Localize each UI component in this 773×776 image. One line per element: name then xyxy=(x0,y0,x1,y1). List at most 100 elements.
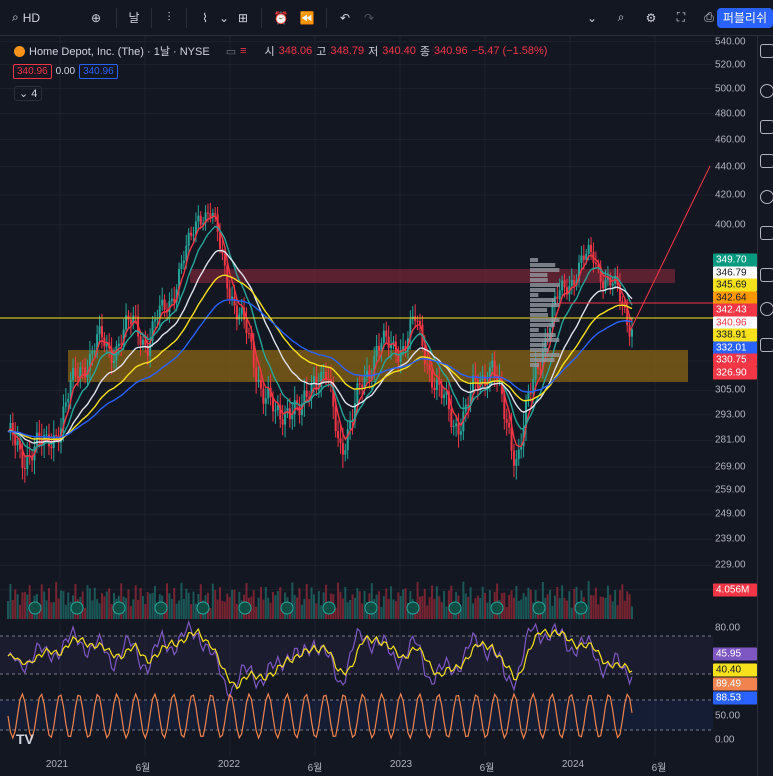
volume-bar xyxy=(67,592,70,619)
object-tree-icon[interactable] xyxy=(760,120,773,134)
interval-button[interactable]: 날 xyxy=(123,4,145,32)
candle-body xyxy=(16,440,19,446)
volume-bar xyxy=(219,587,222,619)
volume-bar xyxy=(553,595,556,619)
candle-body xyxy=(158,305,161,319)
candle-body xyxy=(597,264,600,267)
candle-body xyxy=(182,260,185,264)
ask-price[interactable]: 340.96 xyxy=(79,64,118,79)
notifications-icon[interactable] xyxy=(760,338,773,352)
candle-body xyxy=(508,422,511,428)
bid-price[interactable]: 340.96 xyxy=(13,64,52,79)
volume-bar xyxy=(153,585,156,619)
alert-button[interactable]: ⏰ xyxy=(268,4,294,32)
add-symbol-button[interactable]: ⊕ xyxy=(82,4,110,32)
price-chart[interactable] xyxy=(0,36,713,776)
volume-bar xyxy=(358,591,361,619)
volume-bar xyxy=(337,582,340,619)
volume-bar xyxy=(587,581,590,619)
fullscreen-button[interactable]: ⛶ xyxy=(670,4,692,32)
layers-icon[interactable] xyxy=(760,154,773,168)
indicators-button[interactable]: ⌇ xyxy=(193,4,217,32)
indicators-dropdown[interactable]: ⌄ xyxy=(217,4,231,32)
candle-body xyxy=(382,330,385,344)
volume-bar xyxy=(23,592,26,619)
candle-body xyxy=(132,315,135,324)
publish-button[interactable]: 퍼블리쉬 xyxy=(716,8,773,28)
candle-body xyxy=(520,446,523,450)
chevron-down-icon: ⌄ xyxy=(19,88,29,100)
volume-profile-bar xyxy=(530,278,548,282)
volume-bar xyxy=(100,593,103,619)
candle-body xyxy=(594,262,597,265)
ideas-icon[interactable] xyxy=(760,302,773,316)
volume-bar xyxy=(235,603,238,619)
open-label: 시 xyxy=(264,46,275,58)
volume-bar xyxy=(484,592,487,619)
candle-body xyxy=(505,418,508,423)
settings-button[interactable]: ⚙ xyxy=(640,4,662,32)
candle-body xyxy=(243,307,246,320)
clock-icon[interactable] xyxy=(760,190,773,204)
volume-bar xyxy=(269,602,272,619)
symbol-search-button[interactable]: ⌕ HD xyxy=(0,4,60,32)
volume-bar xyxy=(447,590,450,619)
volume-bar xyxy=(57,598,60,619)
volume-bar xyxy=(38,608,41,619)
volume-bar xyxy=(149,593,152,619)
candle-body xyxy=(587,244,590,254)
candle-body xyxy=(209,213,212,218)
bid-ask-row: 340.96 0.00 340.96 xyxy=(13,64,118,79)
more-dropdown[interactable]: ⌄ xyxy=(585,4,599,32)
volume-bar xyxy=(84,607,87,619)
volume-bar xyxy=(471,603,474,619)
replay-button[interactable]: ⏪ xyxy=(294,4,320,32)
candle-body xyxy=(325,371,328,380)
volume-bar xyxy=(190,604,193,619)
volume-bar xyxy=(221,600,224,619)
volume-bar xyxy=(474,598,477,619)
volume-bar xyxy=(211,583,214,619)
quick-search-button[interactable]: ⌕ xyxy=(610,4,632,32)
volume-profile-bar xyxy=(530,323,555,327)
volume-bar xyxy=(308,598,311,619)
candle-body xyxy=(561,280,564,291)
candle-body xyxy=(11,422,14,435)
legend-eye-icon[interactable]: ▭ xyxy=(225,45,237,58)
candle-body xyxy=(628,325,631,337)
volume-bar xyxy=(315,603,318,619)
candle-body xyxy=(113,360,116,363)
volume-bar xyxy=(508,594,511,619)
price-axis[interactable]: 540.00 520.00 500.00 480.00 460.00 440.00 420.… xyxy=(713,36,757,776)
undo-button[interactable]: ↶ xyxy=(333,4,357,32)
legend-menu-icon[interactable]: ≡ xyxy=(240,45,247,57)
candle-body xyxy=(631,329,633,337)
alerts-icon[interactable] xyxy=(760,84,773,98)
volume-bar xyxy=(479,597,482,619)
indicator-tag: 40.40 xyxy=(713,663,757,677)
time-axis[interactable]: 2021 6월 2022 6월 2023 6월 2024 6월 xyxy=(0,755,713,776)
redo-button[interactable]: ↷ xyxy=(357,4,381,32)
candle-body xyxy=(197,215,200,222)
snapshot-button[interactable]: ⎙ xyxy=(698,4,720,32)
volume-bar xyxy=(594,587,597,619)
volume-bar xyxy=(144,603,147,619)
volume-bar xyxy=(351,594,354,619)
volume-bar xyxy=(349,600,352,619)
volume-bar xyxy=(255,606,258,619)
watchlist-icon[interactable] xyxy=(760,44,773,58)
volume-bar xyxy=(312,594,315,619)
layout-button[interactable]: ⊞ xyxy=(231,4,255,32)
indicator-toggle[interactable]: ⌄ 4 xyxy=(14,86,43,101)
chat-icon[interactable] xyxy=(760,268,773,282)
volume-bar xyxy=(7,601,9,619)
candle-body xyxy=(252,342,255,368)
candle-body xyxy=(250,333,253,343)
candle-body xyxy=(146,345,149,356)
chart-type-button[interactable]: ⫶ xyxy=(158,4,180,32)
calendar-icon[interactable] xyxy=(760,226,773,240)
volume-profile-bar xyxy=(530,333,556,337)
candle-body xyxy=(447,391,450,410)
volume-bar xyxy=(522,593,525,619)
volume-bar xyxy=(462,581,465,619)
